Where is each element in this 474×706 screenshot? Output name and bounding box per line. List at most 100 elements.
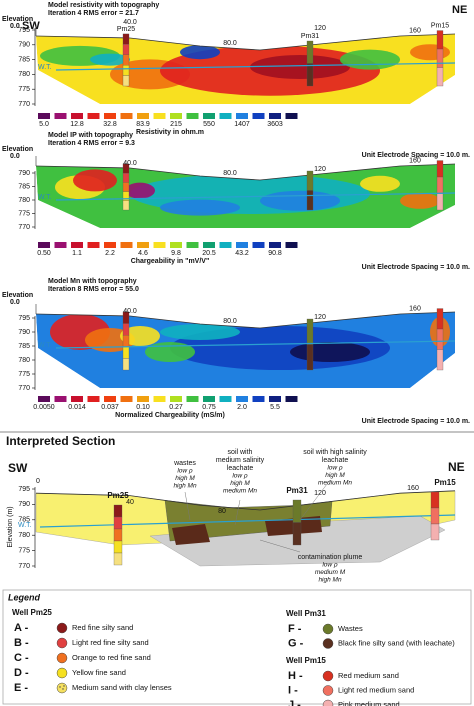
panel-iteration: Iteration 8 RMS error = 55.0	[48, 286, 139, 293]
tomogram-zone	[160, 199, 240, 216]
scale-label: 0.50	[37, 250, 51, 257]
legend-swatch-dot	[62, 688, 64, 690]
water-table-label: W.T.	[38, 194, 52, 201]
scale-label: 2.0	[237, 404, 247, 411]
spacing-note: Unit Electrode Spacing = 10.0 m.	[362, 152, 470, 159]
scale-box	[54, 396, 67, 402]
tomogram-zone	[145, 342, 195, 362]
section-title: Interpreted Section	[6, 434, 115, 448]
well-column	[122, 172, 130, 183]
scale-box	[87, 242, 100, 248]
well-label: Pm31	[286, 486, 308, 495]
y-tick-label: 790	[18, 501, 30, 508]
tomogram-zone	[180, 45, 220, 60]
well-column	[436, 328, 444, 350]
scale-box	[170, 396, 182, 402]
well-column	[436, 193, 444, 211]
leader-line	[299, 479, 331, 521]
legend-key: A -	[14, 622, 29, 634]
y-tick-label: 780	[18, 71, 30, 78]
well-column	[122, 54, 130, 66]
scale-box	[120, 113, 133, 119]
well-column	[306, 318, 314, 345]
topography	[35, 311, 456, 329]
leader-line	[259, 539, 301, 553]
well-column	[436, 67, 444, 87]
y-tick-label: 790	[18, 42, 30, 49]
legend-key: H -	[288, 670, 303, 682]
legend-key: D -	[14, 667, 29, 679]
legend-text: Wastes	[338, 624, 363, 633]
scale-box	[137, 396, 149, 402]
scale-label: 5.5	[270, 404, 280, 411]
tomogram-zone	[400, 192, 440, 209]
scale-box	[285, 396, 298, 402]
well-column	[122, 346, 130, 359]
tomogram	[36, 312, 455, 388]
x-tick-label: 160	[407, 485, 419, 492]
scale-label: 4.6	[138, 250, 148, 257]
scale-box	[236, 113, 248, 119]
scale-box	[186, 113, 199, 119]
well-column	[306, 170, 314, 191]
y-tick-label: 795	[18, 486, 30, 493]
legend-key: C -	[14, 652, 29, 664]
legend-text: Medium sand with clay lenses	[72, 683, 172, 692]
scale-title: Normalized Chargeability (mS/m)	[115, 412, 225, 419]
legend-text: Pink medium sand	[338, 700, 400, 706]
direction-label: NE	[452, 4, 467, 16]
legend-text: Black fine silty sand (with leachate)	[338, 638, 455, 647]
scale-box	[153, 396, 166, 402]
panel-title: Model resistivity with topography	[48, 2, 159, 9]
scale-box	[269, 242, 281, 248]
well-column	[122, 334, 130, 347]
well-column	[122, 182, 130, 192]
panel-title: Model Mn with topography	[48, 278, 137, 285]
y-tick-label: 785	[18, 343, 30, 350]
legend-swatch	[322, 670, 334, 682]
tomogram-zone	[120, 326, 160, 346]
scale-label: 0.037	[101, 404, 119, 411]
well-column	[113, 528, 123, 542]
tomogram-zone	[125, 182, 155, 199]
scale-box	[269, 113, 281, 119]
scale-box	[252, 242, 265, 248]
well-column	[436, 160, 444, 178]
scale-box	[236, 396, 248, 402]
legend-group-title: Well Pm25	[12, 608, 52, 617]
scale-box	[71, 113, 83, 119]
x-tick-label: 120	[314, 166, 326, 173]
scale-label: 5.0	[39, 121, 49, 128]
legend-swatch	[56, 637, 68, 649]
scale-box	[54, 242, 67, 248]
legend-text: Red medium sand	[338, 671, 399, 680]
legend-text: Light red fine silty sand	[72, 638, 149, 647]
x-tick-label: 120	[314, 25, 326, 32]
panel-iteration: Iteration 4 RMS error = 21.7	[48, 10, 139, 17]
x-tick-label: 120	[314, 314, 326, 321]
annotation-label: wastes	[173, 460, 196, 467]
well-column	[113, 540, 123, 554]
annotation-property: low ρ	[322, 562, 338, 569]
x-tick-label: 40	[126, 499, 134, 506]
panel-title: Model IP with topography	[48, 132, 133, 139]
tomogram-zone	[360, 175, 400, 192]
x-tick-label: 80	[218, 508, 226, 515]
well-label: Pm25	[117, 26, 135, 33]
axis-label: Elevation	[2, 146, 33, 153]
x-tick-label: 80.0	[223, 40, 237, 47]
x-tick-label: 80.0	[223, 170, 237, 177]
scale-box	[104, 113, 116, 119]
scale-box	[170, 113, 182, 119]
scale-label: 9.8	[171, 250, 181, 257]
well-column	[122, 323, 130, 336]
well-column	[430, 523, 440, 541]
legend-key: I -	[288, 684, 298, 696]
scale-box	[38, 113, 50, 119]
well-label: Pm25	[107, 491, 129, 500]
annotation-property: high Mn	[173, 483, 197, 490]
water-table	[55, 62, 456, 71]
spacing-note: Unit Electrode Spacing = 10.0 m.	[362, 418, 470, 425]
legend-swatch-dot	[59, 686, 61, 688]
